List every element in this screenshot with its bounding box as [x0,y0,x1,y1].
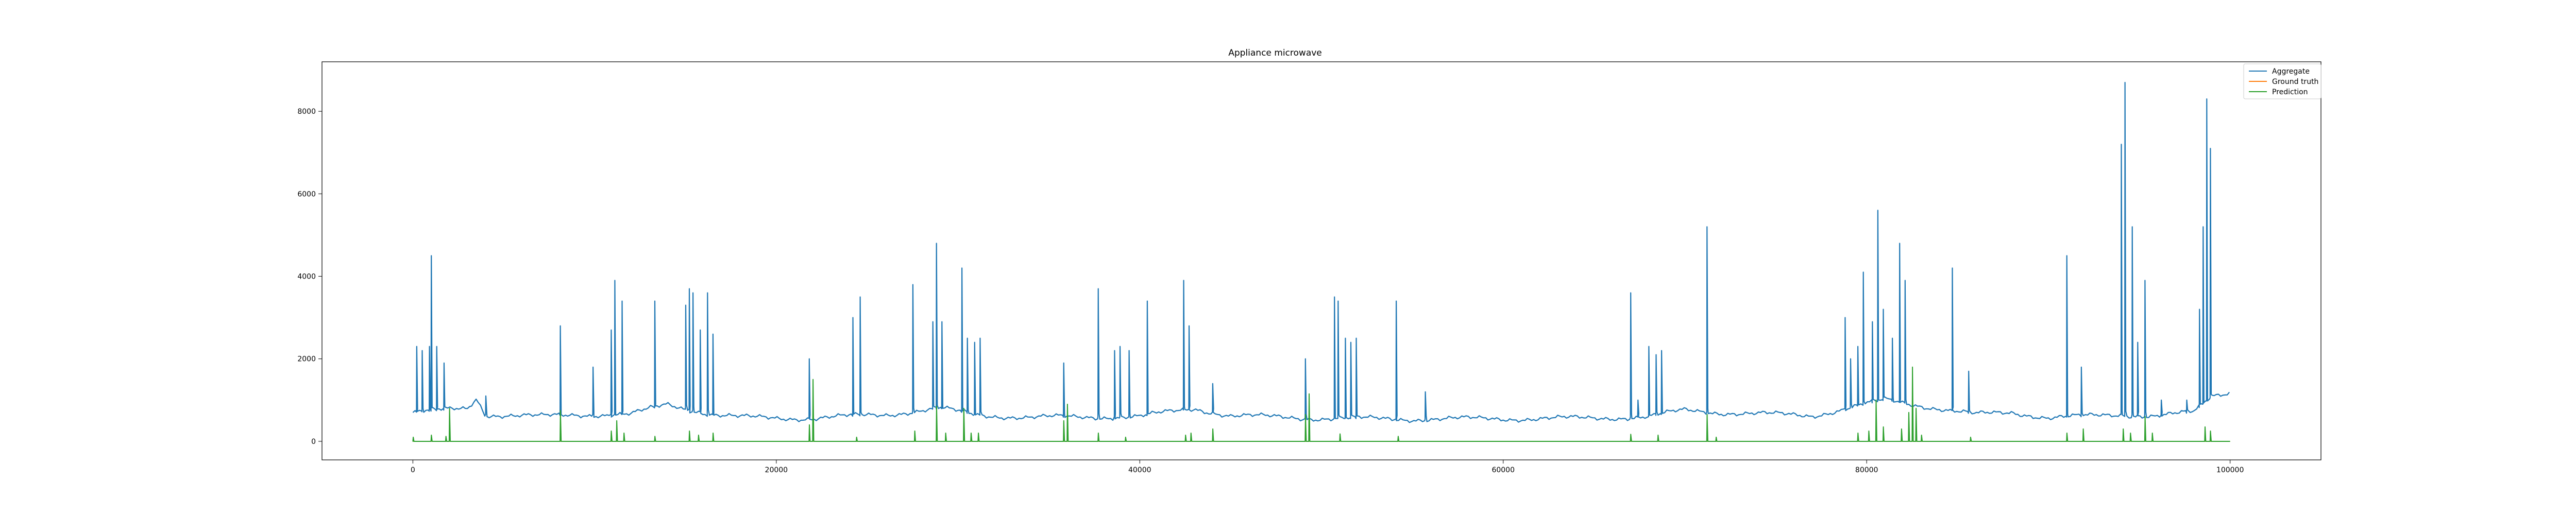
legend-label-prediction: Prediction [2272,88,2308,96]
y-tick-label: 6000 [297,190,316,198]
x-tick-label: 80000 [1855,466,1878,474]
legend: Aggregate Ground truth Prediction [2243,63,2321,99]
x-tick-label: 20000 [765,466,788,474]
x-tick-label: 60000 [1492,466,1515,474]
series-line-aggregate [412,82,2230,423]
legend-label-aggregate: Aggregate [2272,67,2310,76]
legend-label-ground-truth: Ground truth [2272,78,2318,86]
y-tick-label: 0 [311,438,316,446]
legend-box [2243,63,2321,99]
x-tick-label: 0 [411,466,415,474]
y-tick-label: 8000 [297,108,316,116]
series-layer [412,82,2230,442]
axes-layer: 0 20000 40000 60000 80000 100000 0 2000 4000 6000… [297,61,2321,474]
plot-area [412,82,2230,442]
x-tick-label: 100000 [2216,466,2244,474]
y-tick-label: 2000 [297,355,316,364]
series-line-prediction [412,366,2230,442]
y-tick-label: 4000 [297,273,316,281]
x-tick-label: 40000 [1128,466,1151,474]
plot-frame [321,61,2321,460]
chart-title: Appliance microwave [1228,48,1322,58]
